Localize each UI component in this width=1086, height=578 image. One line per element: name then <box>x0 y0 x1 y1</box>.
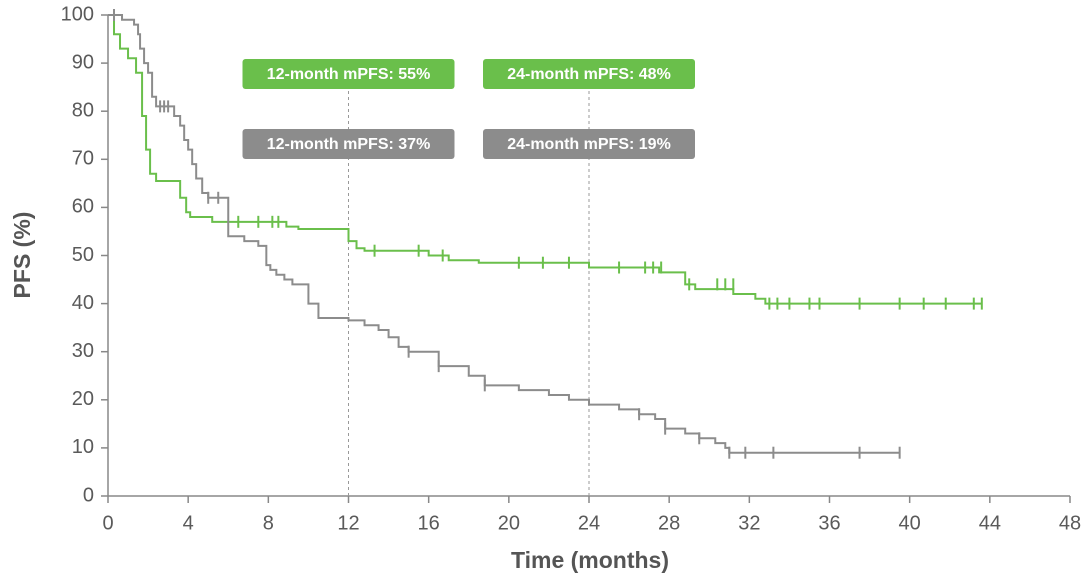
y-axis-title: PFS (%) <box>9 212 35 299</box>
x-tick-label: 20 <box>498 512 520 534</box>
annotation-text: 24-month mPFS: 48% <box>507 66 671 83</box>
x-tick-label: 40 <box>899 512 921 534</box>
x-tick-label: 28 <box>658 512 680 534</box>
survival-curve <box>108 14 900 454</box>
x-tick-label: 16 <box>418 512 440 534</box>
y-tick-label: 90 <box>72 51 94 73</box>
annotation-box <box>483 59 695 89</box>
x-tick-label: 36 <box>818 512 840 534</box>
y-tick-label: 0 <box>83 484 94 506</box>
x-axis-title: Time (months) <box>511 547 669 573</box>
y-tick-label: 100 <box>61 3 94 25</box>
x-tick-label: 32 <box>738 512 760 534</box>
x-tick-label: 24 <box>578 512 600 534</box>
annotation-text: 24-month mPFS: 19% <box>507 136 671 153</box>
annotation-box <box>483 129 695 159</box>
survival-curve <box>108 14 982 305</box>
x-tick-label: 12 <box>337 512 359 534</box>
y-tick-label: 80 <box>72 99 94 121</box>
annotation-box <box>242 59 455 89</box>
y-tick-label: 10 <box>72 436 94 458</box>
y-tick-label: 70 <box>72 148 94 170</box>
x-tick-label: 8 <box>263 512 274 534</box>
y-tick-label: 40 <box>72 292 94 314</box>
y-tick-label: 60 <box>72 196 94 218</box>
x-tick-label: 0 <box>102 512 113 534</box>
annotation-box <box>242 129 455 159</box>
x-tick-label: 4 <box>183 512 194 534</box>
x-tick-label: 44 <box>979 512 1001 534</box>
y-tick-label: 20 <box>72 388 94 410</box>
y-tick-label: 50 <box>72 244 94 266</box>
x-tick-label: 48 <box>1059 512 1081 534</box>
annotation-text: 12-month mPFS: 55% <box>267 66 431 83</box>
annotation-text: 12-month mPFS: 37% <box>267 136 431 153</box>
y-tick-label: 30 <box>72 340 94 362</box>
